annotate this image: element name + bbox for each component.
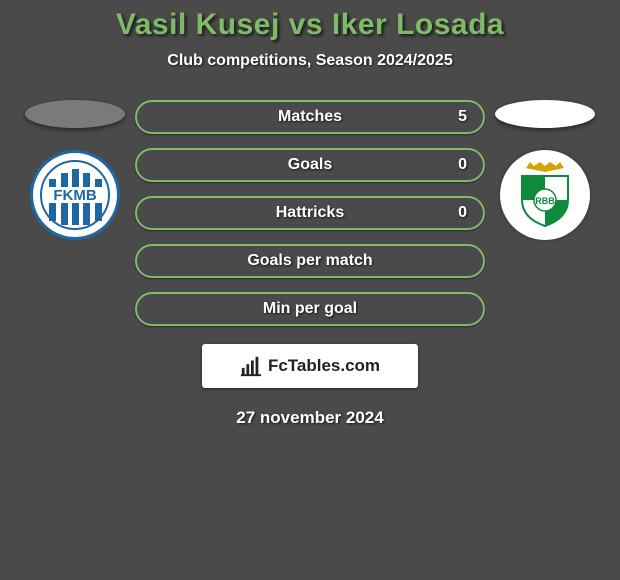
svg-text:RBB: RBB bbox=[535, 196, 555, 206]
bar-chart-icon bbox=[240, 355, 262, 377]
player-photo-placeholder-icon bbox=[25, 100, 125, 128]
brand-text: FcTables.com bbox=[268, 356, 380, 376]
right-club-badge-icon: RBB bbox=[500, 150, 590, 240]
stat-row-goals-per-match: Goals per match bbox=[135, 244, 485, 278]
stat-label: Hattricks bbox=[276, 204, 344, 222]
stat-label: Goals bbox=[288, 156, 332, 174]
stat-value-right: 0 bbox=[458, 204, 467, 222]
date-text: 27 november 2024 bbox=[0, 408, 620, 428]
stat-label: Min per goal bbox=[263, 300, 357, 318]
brand-watermark[interactable]: FcTables.com bbox=[202, 344, 418, 388]
player-photo-placeholder-icon bbox=[495, 100, 595, 128]
stat-value-right: 5 bbox=[458, 108, 467, 126]
subtitle: Club competitions, Season 2024/2025 bbox=[0, 52, 620, 70]
stat-value-right: 0 bbox=[458, 156, 467, 174]
left-club-badge-icon: FKMB bbox=[30, 150, 120, 240]
svg-text:FKMB: FKMB bbox=[53, 187, 96, 204]
stat-row-matches: Matches 5 bbox=[135, 100, 485, 134]
page-title: Vasil Kusej vs Iker Losada bbox=[0, 8, 620, 42]
stat-row-goals: Goals 0 bbox=[135, 148, 485, 182]
stat-label: Goals per match bbox=[247, 252, 372, 270]
right-player-col: RBB bbox=[495, 100, 595, 240]
stats-column: Matches 5 Goals 0 Hattricks 0 Goals per … bbox=[135, 100, 485, 326]
stat-row-min-per-goal: Min per goal bbox=[135, 292, 485, 326]
comparison-card: Vasil Kusej vs Iker Losada Club competit… bbox=[0, 0, 620, 428]
left-player-col: FKMB bbox=[25, 100, 125, 240]
stat-label: Matches bbox=[278, 108, 342, 126]
stat-row-hattricks: Hattricks 0 bbox=[135, 196, 485, 230]
main-row: FKMB Matches 5 Goals 0 Hattricks 0 Goals… bbox=[0, 100, 620, 326]
